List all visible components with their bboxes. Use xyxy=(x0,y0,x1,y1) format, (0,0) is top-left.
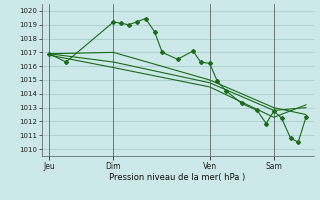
X-axis label: Pression niveau de la mer( hPa ): Pression niveau de la mer( hPa ) xyxy=(109,173,246,182)
